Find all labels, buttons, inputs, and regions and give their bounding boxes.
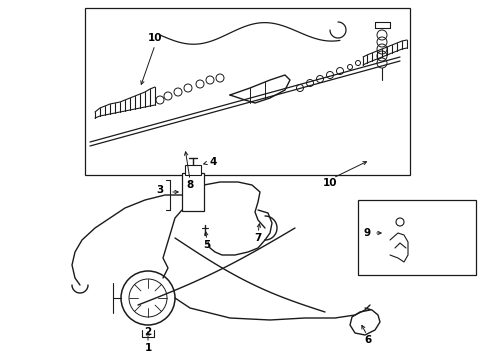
Bar xyxy=(85,8,410,175)
Text: 7: 7 xyxy=(254,233,262,243)
Text: 5: 5 xyxy=(203,240,211,250)
Bar xyxy=(358,200,476,275)
Text: 9: 9 xyxy=(364,228,370,238)
Text: 10: 10 xyxy=(148,33,162,43)
Text: 6: 6 xyxy=(365,335,371,345)
Text: 2: 2 xyxy=(145,327,151,337)
Text: 3: 3 xyxy=(156,185,164,195)
Text: 4: 4 xyxy=(209,157,217,167)
Text: 10: 10 xyxy=(323,178,337,188)
Text: 8: 8 xyxy=(186,180,194,190)
Text: 1: 1 xyxy=(145,343,151,353)
Bar xyxy=(182,173,204,211)
Bar xyxy=(185,165,201,175)
